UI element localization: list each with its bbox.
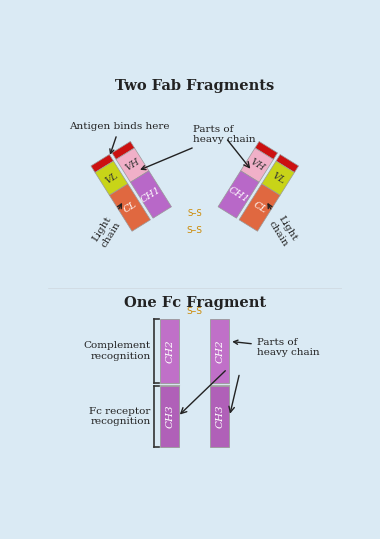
Text: CH3: CH3 xyxy=(215,405,224,429)
Polygon shape xyxy=(239,184,280,231)
Polygon shape xyxy=(218,171,259,218)
Text: CL: CL xyxy=(251,200,268,215)
Text: Light
chain: Light chain xyxy=(267,204,299,248)
Polygon shape xyxy=(262,161,294,195)
Text: S–S: S–S xyxy=(187,307,203,316)
Text: One Fc Fragment: One Fc Fragment xyxy=(124,296,266,310)
Text: CH2: CH2 xyxy=(165,339,174,363)
Text: VL: VL xyxy=(270,171,286,185)
Text: Parts of
heavy chain: Parts of heavy chain xyxy=(141,125,256,170)
Polygon shape xyxy=(91,155,114,172)
Text: CL: CL xyxy=(122,200,138,215)
Text: Complement
recognition: Complement recognition xyxy=(84,341,151,361)
Polygon shape xyxy=(130,171,171,218)
Polygon shape xyxy=(241,148,274,182)
Polygon shape xyxy=(160,319,179,383)
Polygon shape xyxy=(276,155,299,172)
Text: VL: VL xyxy=(103,171,120,185)
Text: S–S: S–S xyxy=(187,209,202,218)
Text: CH3: CH3 xyxy=(165,405,174,429)
Text: Parts of
heavy chain: Parts of heavy chain xyxy=(234,338,319,357)
Text: Fc receptor
recognition: Fc receptor recognition xyxy=(89,407,151,426)
Polygon shape xyxy=(210,386,230,447)
Polygon shape xyxy=(210,319,230,383)
Polygon shape xyxy=(255,141,277,160)
Text: Antigen binds here: Antigen binds here xyxy=(69,122,170,154)
Polygon shape xyxy=(109,184,150,231)
Polygon shape xyxy=(112,141,135,160)
Polygon shape xyxy=(160,386,179,447)
Text: Two Fab Fragments: Two Fab Fragments xyxy=(115,79,274,93)
Text: CH2: CH2 xyxy=(215,339,224,363)
Text: Light
chain: Light chain xyxy=(90,204,122,248)
Polygon shape xyxy=(95,161,128,195)
Text: CH1: CH1 xyxy=(227,185,250,204)
Text: VH: VH xyxy=(124,157,141,173)
Text: S–S: S–S xyxy=(187,226,203,234)
Text: VH: VH xyxy=(248,157,266,173)
Text: CH1: CH1 xyxy=(139,185,163,204)
Polygon shape xyxy=(116,148,149,182)
